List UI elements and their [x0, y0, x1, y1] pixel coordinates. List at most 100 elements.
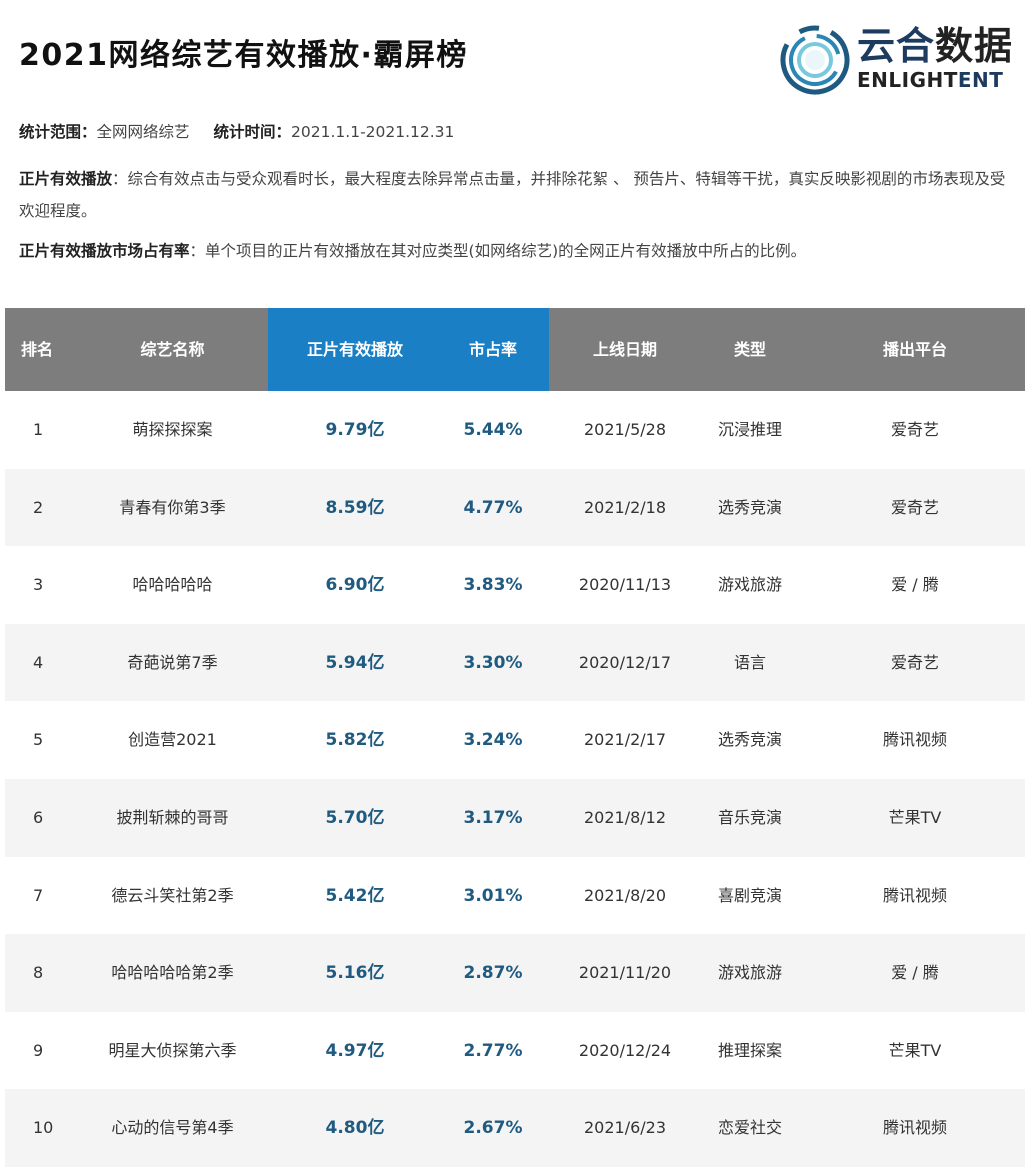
plays: 6.90亿	[325, 575, 385, 596]
show-name: 哈哈哈哈哈第2季	[111, 963, 234, 983]
type: 选秀竞演	[717, 497, 782, 517]
table-row: 6 披荆斩棘的哥哥 5.70亿 3.17% 2021/8/12 音乐竞演 芒果T…	[5, 778, 1025, 857]
type: 喜剧竞演	[717, 885, 782, 905]
page-title: 2021网络综艺有效播放·霸屏榜	[19, 38, 468, 73]
rank: 9	[33, 1040, 44, 1060]
platform: 爱 / 腾	[891, 963, 939, 983]
table-row: 8 哈哈哈哈哈第2季 5.16亿 2.87% 2021/11/20 游戏旅游 爱…	[5, 934, 1025, 1012]
share: 2.67%	[463, 1118, 523, 1139]
scope-value: 全网网络综艺	[96, 123, 190, 141]
platform: 爱奇艺	[890, 420, 939, 439]
date: 2021/8/12	[583, 807, 667, 827]
rank: 10	[33, 1118, 54, 1138]
date: 2021/2/18	[583, 497, 667, 517]
share: 3.83%	[463, 575, 523, 596]
col-type: 类型	[733, 340, 766, 359]
table-header: 排名 综艺名称 正片有效播放 市占率 上线日期 类型 播出平台	[5, 308, 1025, 391]
plays: 5.82亿	[325, 730, 385, 751]
rank: 1	[33, 420, 44, 439]
share: 3.30%	[463, 652, 523, 673]
date: 2021/8/20	[583, 885, 667, 905]
type: 恋爱社交	[717, 1118, 782, 1138]
col-platform: 播出平台	[882, 340, 947, 359]
plays: 5.94亿	[325, 652, 385, 673]
share: 3.01%	[463, 885, 523, 906]
type: 语言	[733, 652, 766, 672]
share: 3.17%	[463, 807, 523, 828]
show-name: 创造营2021	[128, 730, 217, 750]
show-name: 披荆斩棘的哥哥	[116, 807, 229, 827]
rank: 5	[33, 730, 44, 750]
definition-market-share: 正片有效播放市场占有率：单个项目的正片有效播放在其对应类型(如网络综艺)的全网正…	[19, 240, 806, 262]
plays: 4.97亿	[325, 1040, 385, 1061]
rank: 7	[33, 885, 44, 905]
scope-label: 统计范围：	[19, 123, 97, 141]
date: 2021/2/17	[583, 730, 667, 750]
rank: 2	[33, 497, 44, 517]
col-date: 上线日期	[592, 340, 657, 359]
plays: 5.16亿	[325, 963, 385, 984]
table-row: 7 德云斗笑社第2季 5.42亿 3.01% 2021/8/20 喜剧竞演 腾讯…	[5, 857, 1025, 935]
plays: 5.42亿	[325, 885, 385, 906]
time-label: 统计时间：	[213, 123, 292, 141]
table-row: 3 哈哈哈哈哈 6.90亿 3.83% 2020/11/13 游戏旅游 爱 / …	[5, 546, 1025, 624]
show-name: 哈哈哈哈哈	[132, 575, 213, 595]
platform: 腾讯视频	[882, 730, 947, 750]
share: 4.77%	[463, 497, 523, 518]
rank: 3	[33, 575, 44, 595]
rank: 6	[33, 807, 44, 827]
share: 3.24%	[463, 730, 523, 751]
col-plays: 正片有效播放	[306, 340, 403, 359]
platform: 爱奇艺	[890, 652, 939, 672]
def1-label: 正片有效播放	[19, 170, 113, 188]
type: 游戏旅游	[717, 575, 782, 595]
rank: 4	[33, 652, 44, 672]
platform: 腾讯视频	[882, 885, 947, 905]
def2-text: ：单个项目的正片有效播放在其对应类型(如网络综艺)的全网正片有效播放中所占的比例…	[189, 242, 807, 260]
rank: 8	[33, 963, 44, 983]
share: 5.44%	[463, 420, 523, 440]
logo-chinese-text: 云合数据	[857, 24, 1014, 68]
table-row: 9 明星大侦探第六季 4.97亿 2.77% 2020/12/24 推理探案 芒…	[5, 1012, 1025, 1090]
date: 2020/12/24	[578, 1040, 672, 1060]
def1-text: ：综合有效点击与受众观看时长，最大程度去除异常点击量，并排除花絮 、 预告片、特…	[19, 170, 1006, 220]
show-name: 心动的信号第4季	[111, 1118, 234, 1138]
share: 2.87%	[463, 963, 523, 984]
type: 音乐竞演	[717, 807, 782, 827]
date: 2021/11/20	[578, 963, 672, 983]
type: 游戏旅游	[717, 963, 782, 983]
date: 2020/11/13	[578, 575, 672, 595]
brand-logo: 云合数据 ENLIGHTENT	[779, 22, 1019, 98]
date: 2020/12/17	[578, 652, 672, 672]
col-rank: 排名	[21, 340, 54, 359]
table-row: 2 青春有你第3季 8.59亿 4.77% 2021/2/18 选秀竞演 爱奇艺	[5, 468, 1025, 547]
type: 沉浸推理	[717, 420, 782, 439]
ranking-table: 排名 综艺名称 正片有效播放 市占率 上线日期 类型 播出平台 1 萌探探探案 …	[5, 308, 1025, 1167]
share: 2.77%	[463, 1040, 523, 1061]
concentric-rings-icon	[780, 25, 850, 95]
stat-scope-line: 统计范围：全网网络综艺 统计时间：2021.1.1-2021.12.31	[19, 121, 454, 143]
type: 推理探案	[717, 1040, 782, 1060]
platform: 芒果TV	[888, 1040, 942, 1060]
show-name: 萌探探探案	[132, 420, 213, 439]
col-share: 市占率	[468, 340, 517, 359]
plays: 5.70亿	[325, 807, 385, 828]
table-row: 10 心动的信号第4季 4.80亿 2.67% 2021/6/23 恋爱社交 腾…	[5, 1089, 1025, 1167]
col-name: 综艺名称	[140, 340, 205, 359]
plays: 9.79亿	[325, 420, 385, 440]
platform: 腾讯视频	[882, 1118, 947, 1138]
platform: 爱 / 腾	[891, 575, 939, 595]
date: 2021/5/28	[583, 420, 667, 439]
highlight-columns-bg	[268, 308, 549, 391]
type: 选秀竞演	[717, 730, 782, 750]
platform: 爱奇艺	[890, 497, 939, 517]
show-name: 德云斗笑社第2季	[111, 885, 234, 905]
show-name: 明星大侦探第六季	[108, 1040, 237, 1060]
logo-english-text: ENLIGHTENT	[857, 68, 1004, 92]
show-name: 奇葩说第7季	[127, 652, 218, 672]
table-row: 4 奇葩说第7季 5.94亿 3.30% 2020/12/17 语言 爱奇艺	[5, 623, 1025, 702]
table-row: 1 萌探探探案 9.79亿 5.44% 2021/5/28 沉浸推理 爱奇艺	[5, 391, 1025, 469]
plays: 8.59亿	[325, 497, 385, 518]
date: 2021/6/23	[583, 1118, 667, 1138]
platform: 芒果TV	[888, 807, 942, 827]
